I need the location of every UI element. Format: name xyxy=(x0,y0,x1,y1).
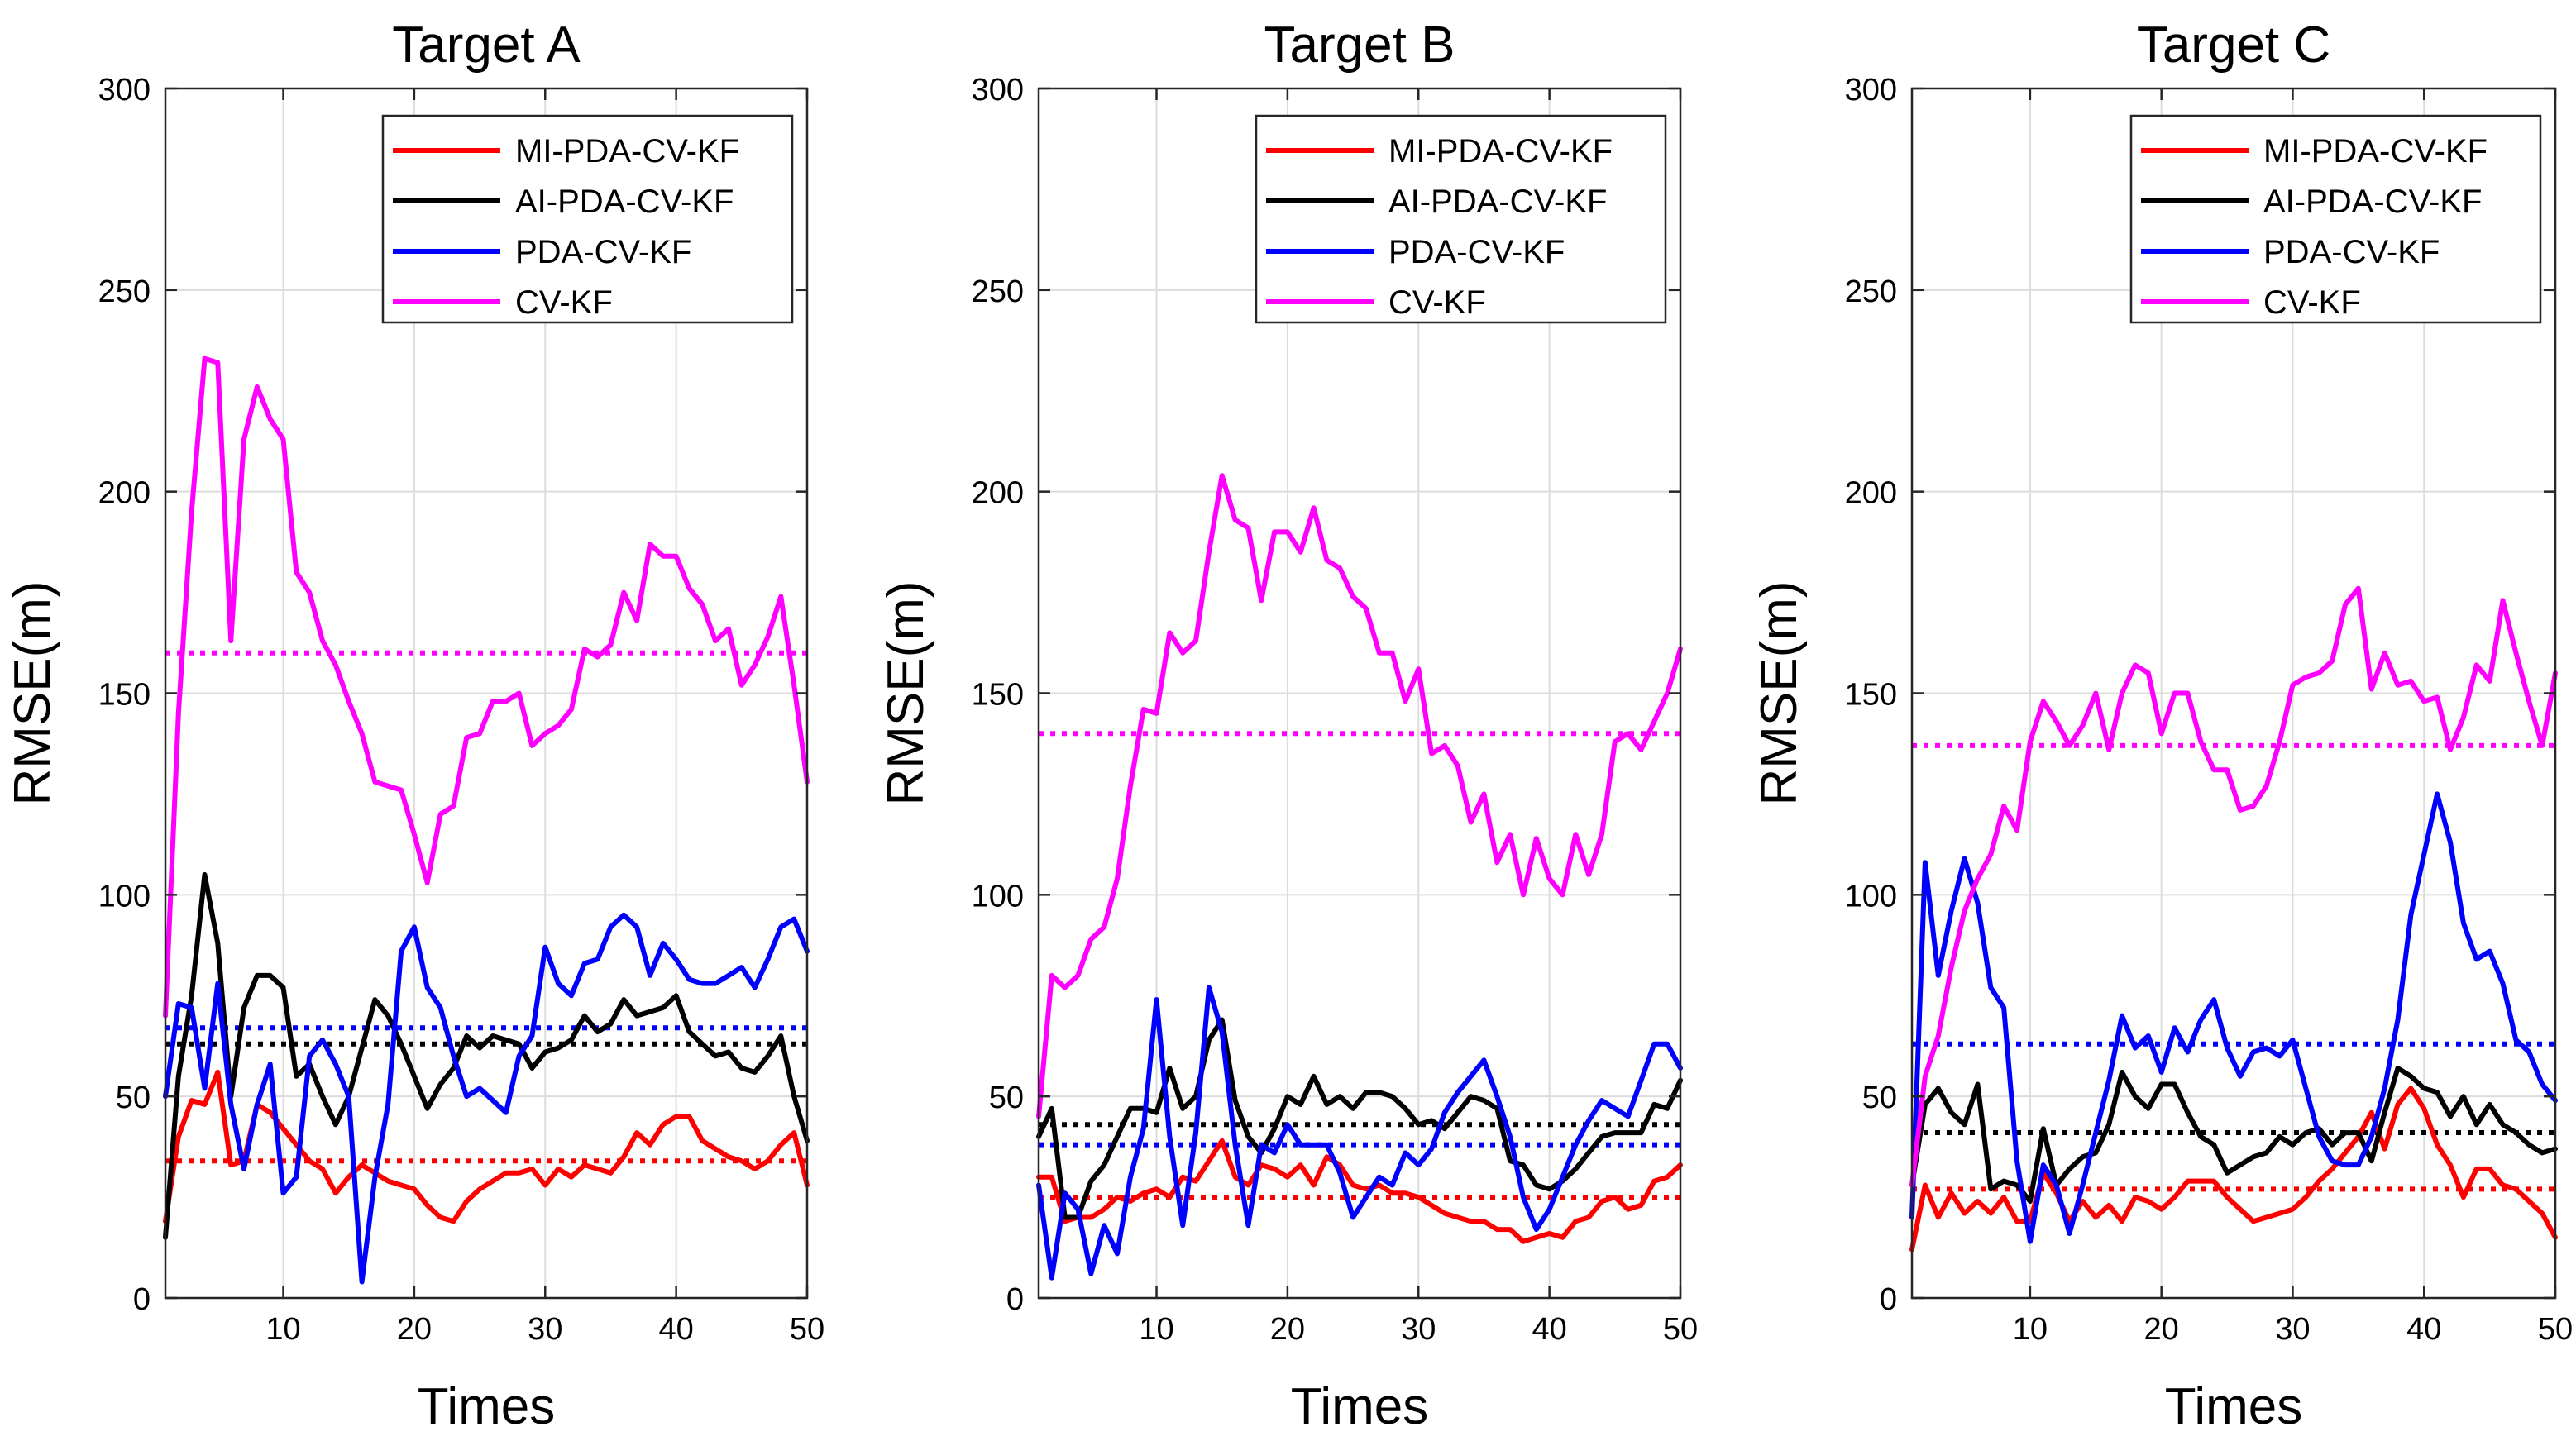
chart-title: Target C xyxy=(2137,17,2330,74)
y-tick-label: 300 xyxy=(972,73,1024,107)
x-tick-label: 10 xyxy=(265,1312,300,1347)
x-tick-label: 40 xyxy=(1532,1312,1566,1347)
x-tick-label: 20 xyxy=(397,1312,432,1347)
series-line-mi-pda-cv-kf xyxy=(1909,1086,2558,1253)
legend-label-mi-pda-cv-kf: MI-PDA-CV-KF xyxy=(1388,133,1613,169)
legend: MI-PDA-CV-KF AI-PDA-CV-KF PDA-CV-KF CV-KF xyxy=(2129,114,2542,324)
x-tick-label: 50 xyxy=(790,1312,824,1347)
y-tick-label: 200 xyxy=(98,476,151,511)
x-tick-label: 30 xyxy=(528,1312,562,1347)
panel-target-a: 0 50 100 150 200 250 300 10 20 30 40 50 Target A Time… xyxy=(4,17,824,1435)
y-axis-label: RMSE(m) xyxy=(4,580,61,805)
y-tick-label: 300 xyxy=(98,73,151,107)
panel-target-b: 0 50 100 150 200 250 300 10 20 30 40 50 Target B Time… xyxy=(877,17,1698,1435)
x-axis-label: Times xyxy=(2165,1378,2302,1435)
y-tick-label: 150 xyxy=(972,678,1024,713)
series-line-mi-pda-cv-kf xyxy=(163,1069,810,1224)
y-tick-label: 0 xyxy=(1880,1282,1897,1317)
x-tick-label: 10 xyxy=(2013,1312,2048,1347)
x-tick-label: 10 xyxy=(1139,1312,1173,1347)
y-tick-label: 250 xyxy=(1845,274,1897,309)
legend-label-ai-pda-cv-kf: AI-PDA-CV-KF xyxy=(2263,184,2482,220)
y-tick-label: 150 xyxy=(98,678,151,713)
y-axis-label: RMSE(m) xyxy=(1751,580,1808,805)
x-tick-label: 20 xyxy=(1270,1312,1305,1347)
y-tick-label: 200 xyxy=(972,476,1024,511)
x-tick-label: 30 xyxy=(2275,1312,2310,1347)
legend-label-mi-pda-cv-kf: MI-PDA-CV-KF xyxy=(515,133,739,169)
y-tick-label: 300 xyxy=(1845,73,1897,107)
series-line-pda-cv-kf xyxy=(1909,791,2558,1244)
series-line-mi-pda-cv-kf xyxy=(1036,1138,1683,1244)
series-line-cv-kf xyxy=(1909,585,2558,1188)
legend-label-cv-kf: CV-KF xyxy=(2263,284,2361,321)
legend: MI-PDA-CV-KF AI-PDA-CV-KF PDA-CV-KF CV-KF xyxy=(381,114,794,324)
y-tick-label: 250 xyxy=(98,274,151,309)
y-axis-label: RMSE(m) xyxy=(877,580,934,805)
x-tick-label: 40 xyxy=(2406,1312,2441,1347)
x-axis-label: Times xyxy=(1291,1378,1428,1435)
y-tick-label: 200 xyxy=(1845,476,1897,511)
y-tick-label: 150 xyxy=(1845,678,1897,713)
series-line-ai-pda-cv-kf xyxy=(163,872,810,1240)
legend-label-mi-pda-cv-kf: MI-PDA-CV-KF xyxy=(2263,133,2488,169)
x-tick-label: 20 xyxy=(2144,1312,2179,1347)
series-line-pda-cv-kf xyxy=(1036,985,1683,1281)
legend-label-ai-pda-cv-kf: AI-PDA-CV-KF xyxy=(1388,184,1607,220)
y-tick-label: 0 xyxy=(133,1282,151,1317)
legend-box xyxy=(2129,114,2542,324)
y-tick-label: 50 xyxy=(989,1081,1024,1115)
chart-title: Target A xyxy=(392,17,581,74)
series-line-cv-kf xyxy=(163,355,810,1019)
x-tick-label: 40 xyxy=(658,1312,693,1347)
legend-label-pda-cv-kf: PDA-CV-KF xyxy=(515,234,691,270)
y-tick-label: 0 xyxy=(1006,1282,1024,1317)
legend-label-pda-cv-kf: PDA-CV-KF xyxy=(2263,234,2440,270)
y-tick-label: 50 xyxy=(1862,1081,1897,1115)
legend: MI-PDA-CV-KF AI-PDA-CV-KF PDA-CV-KF CV-KF xyxy=(1255,114,1667,324)
y-tick-label: 100 xyxy=(972,879,1024,914)
legend-label-pda-cv-kf: PDA-CV-KF xyxy=(1388,234,1565,270)
legend-label-ai-pda-cv-kf: AI-PDA-CV-KF xyxy=(515,184,734,220)
y-tick-label: 50 xyxy=(116,1081,151,1115)
x-axis-label: Times xyxy=(418,1378,555,1435)
panel-target-c: 0 50 100 150 200 250 300 10 20 30 40 50 Target C Time… xyxy=(1751,17,2573,1435)
y-tick-label: 250 xyxy=(972,274,1024,309)
x-tick-label: 50 xyxy=(1663,1312,1698,1347)
x-tick-label: 30 xyxy=(1401,1312,1436,1347)
series-line-pda-cv-kf xyxy=(163,912,810,1285)
y-tick-label: 100 xyxy=(98,879,151,914)
legend-label-cv-kf: CV-KF xyxy=(1388,284,1486,321)
chart-title: Target B xyxy=(1264,17,1455,74)
y-tick-label: 100 xyxy=(1845,879,1897,914)
x-tick-label: 50 xyxy=(2538,1312,2573,1347)
legend-label-cv-kf: CV-KF xyxy=(515,284,613,321)
series-line-cv-kf xyxy=(1036,473,1683,1119)
